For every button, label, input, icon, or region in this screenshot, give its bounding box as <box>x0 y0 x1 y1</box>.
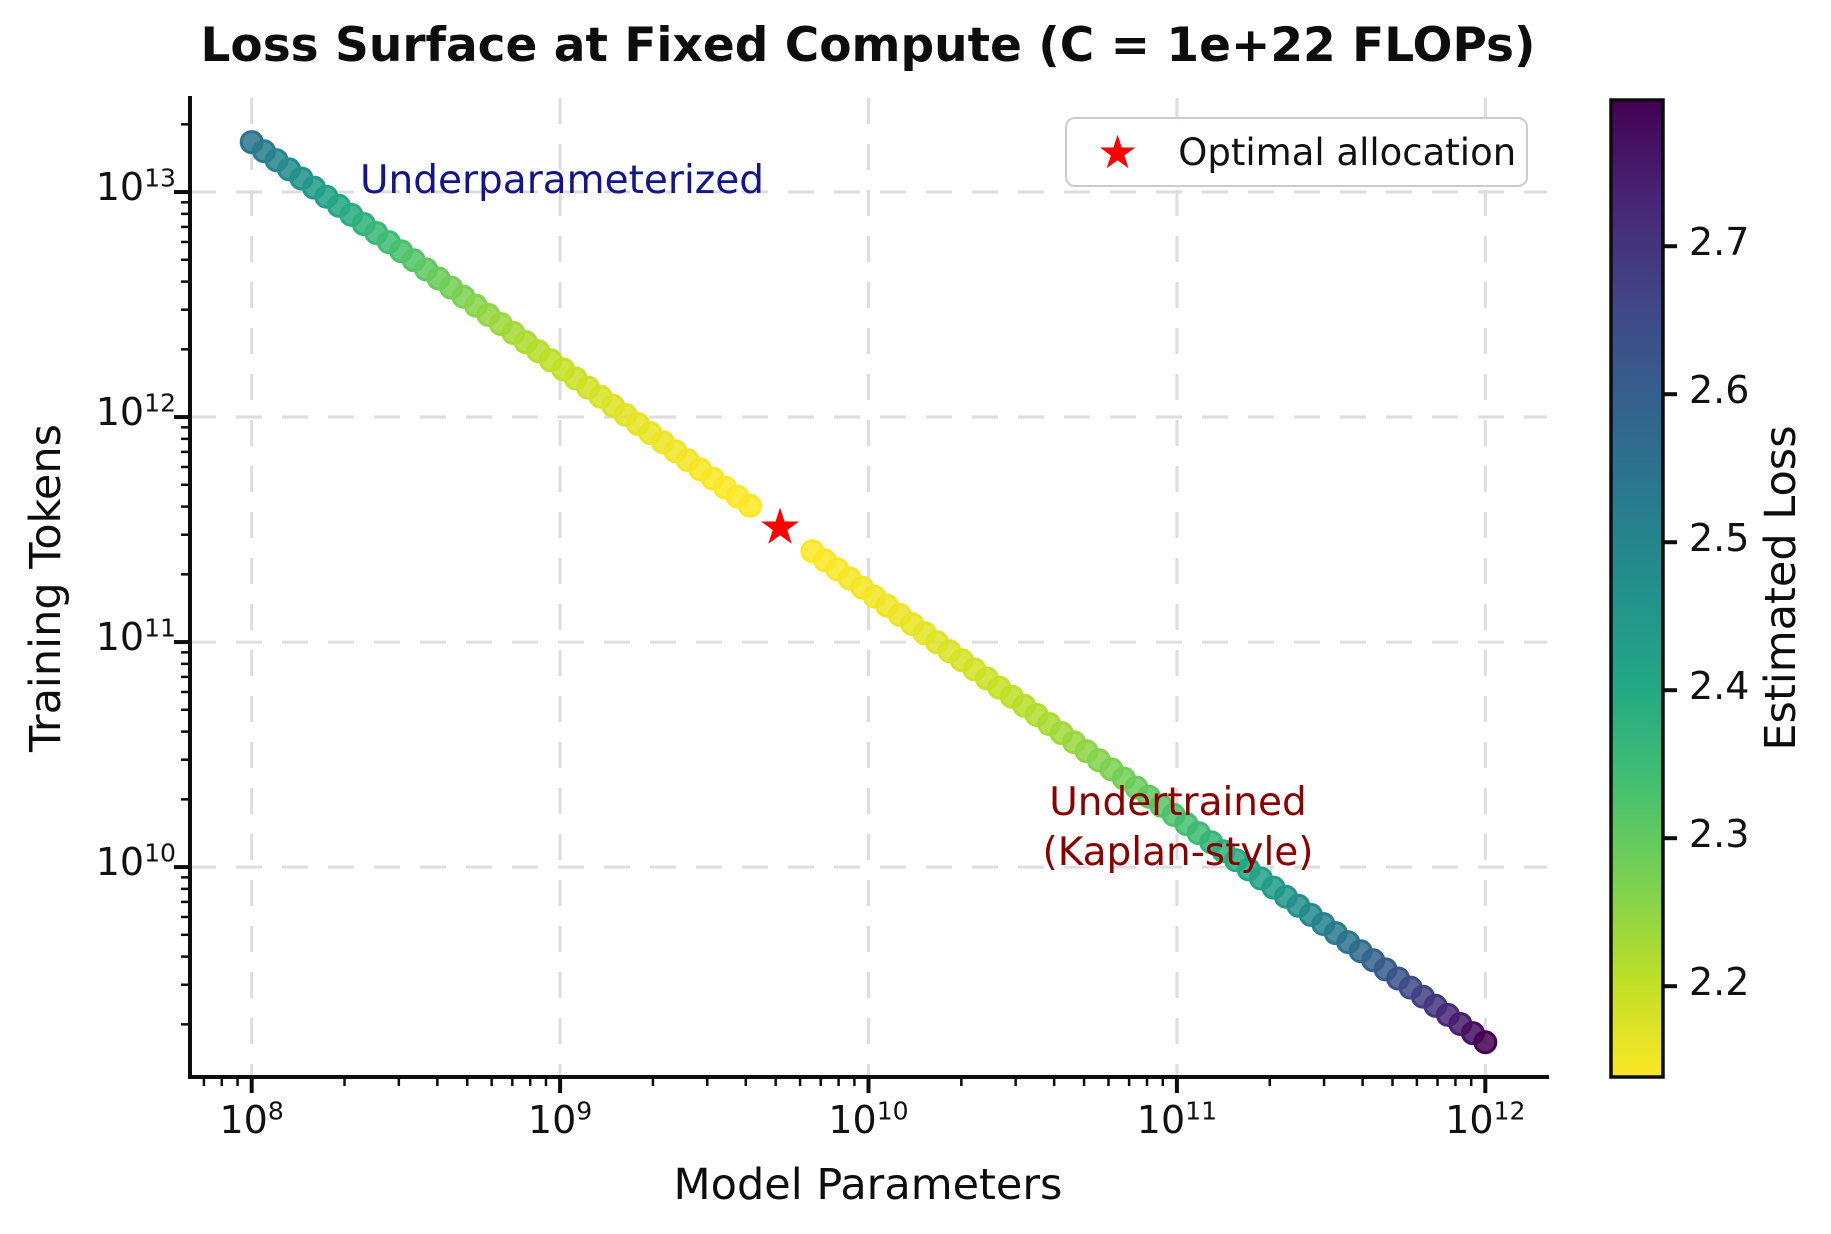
colorbar-tick-label: 2.6 <box>1689 368 1750 413</box>
y-tick-label: 1010 <box>95 838 176 885</box>
x-tick-label: 108 <box>219 1096 284 1142</box>
y-tick-label: 1013 <box>95 163 176 210</box>
optimal-star <box>751 497 809 552</box>
colorbar-tick-label: 2.4 <box>1689 664 1750 709</box>
scatter-series <box>239 130 1498 1055</box>
legend: ★ Optimal allocation <box>1065 117 1528 187</box>
x-axis-title: Model Parameters <box>673 1160 1063 1210</box>
y-axis-title: Training Tokens <box>21 423 71 753</box>
chart-title: Loss Surface at Fixed Compute (C = 1e+22… <box>200 18 1536 73</box>
star-icon: ★ <box>1097 125 1139 179</box>
annotation-line: (Kaplan-style) <box>1042 830 1314 875</box>
legend-label: Optimal allocation <box>1178 130 1517 174</box>
colorbar-tick-label: 2.5 <box>1689 516 1750 561</box>
gridlines <box>190 98 1547 1077</box>
colorbar <box>1609 98 1665 1079</box>
annotation-undertrained: Undertrained (Kaplan-style) <box>1042 778 1313 878</box>
colorbar-title: Estimated Loss <box>1756 425 1806 751</box>
colorbar-tick-label: 2.7 <box>1689 220 1750 265</box>
x-tick-label: 109 <box>527 1096 593 1142</box>
x-tick-label: 1010 <box>828 1096 909 1142</box>
axis-ticks <box>174 123 1488 1093</box>
colorbar-ticks <box>1663 244 1677 989</box>
colorbar-tick-label: 2.3 <box>1689 812 1750 857</box>
x-tick-label: 1011 <box>1136 1096 1218 1142</box>
annotation-underparameterized: Underparameterized <box>360 158 764 204</box>
scatter-point <box>1473 1030 1498 1055</box>
scatter-point <box>738 493 763 518</box>
y-tick-label: 1011 <box>95 613 176 660</box>
y-tick-label: 1012 <box>95 388 176 435</box>
colorbar-tick-label: 2.2 <box>1689 960 1750 1005</box>
x-tick-label: 1012 <box>1445 1096 1526 1142</box>
annotation-line: Undertrained <box>1049 780 1307 826</box>
